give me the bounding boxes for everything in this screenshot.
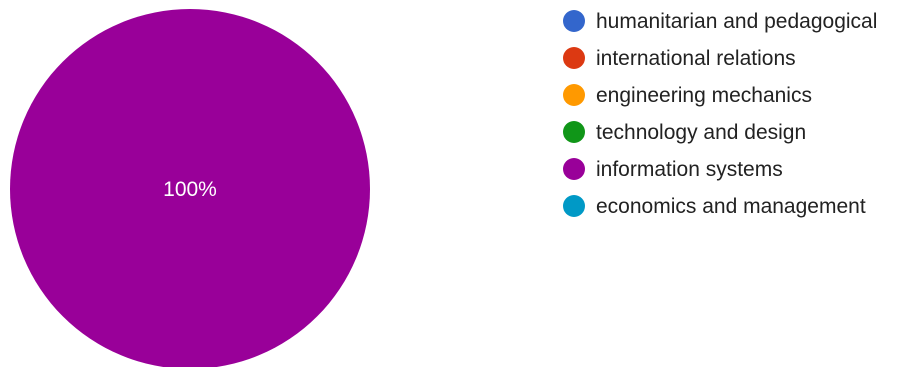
legend-item[interactable]: economics and management [563, 195, 866, 218]
legend-marker [563, 84, 585, 106]
legend-marker [563, 47, 585, 69]
legend-item[interactable]: international relations [563, 47, 796, 70]
legend-item[interactable]: humanitarian and pedagogical [563, 10, 877, 33]
legend-label: technology and design [596, 121, 806, 144]
pie-group: 100% [10, 9, 370, 369]
slice-label: 100% [163, 178, 217, 201]
legend: humanitarian and pedagogical internationa… [563, 10, 877, 218]
legend-label: economics and management [596, 195, 866, 218]
legend-label: engineering mechanics [596, 84, 812, 107]
legend-label: humanitarian and pedagogical [596, 10, 877, 33]
legend-item[interactable]: information systems [563, 158, 783, 181]
pie-slice-information-systems[interactable] [10, 9, 370, 369]
legend-item[interactable]: engineering mechanics [563, 84, 812, 107]
legend-marker [563, 121, 585, 143]
legend-item[interactable]: technology and design [563, 121, 806, 144]
legend-marker [563, 158, 585, 180]
legend-marker [563, 195, 585, 217]
legend-marker [563, 10, 585, 32]
legend-label: information systems [596, 158, 783, 181]
legend-label: international relations [596, 47, 796, 70]
